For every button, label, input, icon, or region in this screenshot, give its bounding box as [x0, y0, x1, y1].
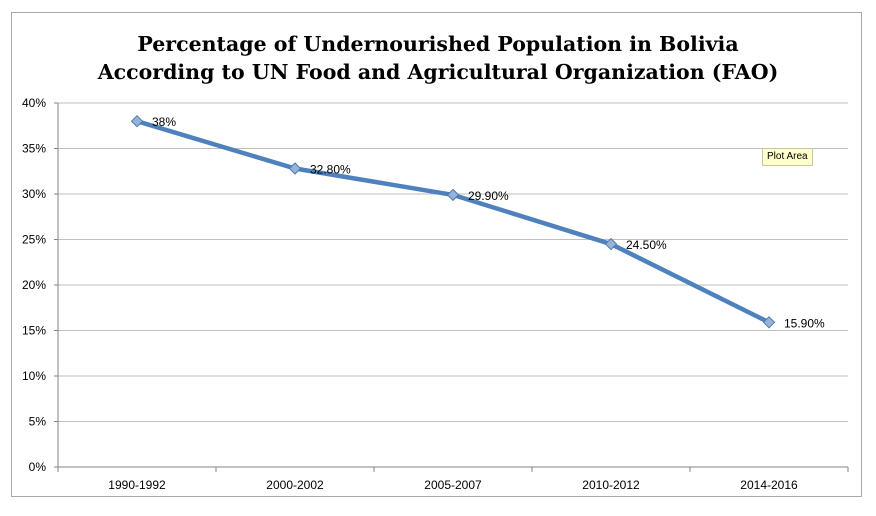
series-line-group [134, 118, 772, 325]
chart-title-line-1: Percentage of Undernourished Population … [137, 32, 739, 56]
data-point-marker [130, 114, 144, 128]
chart-title-line-2: According to UN Food and Agricultural Or… [97, 60, 779, 84]
y-tick-label: 5% [29, 415, 47, 429]
plot-area-tooltip: Plot Area [762, 148, 813, 166]
data-label: 24.50% [626, 238, 667, 252]
y-tick-label: 30% [22, 187, 46, 201]
y-tick-label: 40% [22, 96, 46, 110]
chart-area[interactable] [11, 12, 862, 497]
x-tick-label: 2005-2007 [424, 478, 482, 492]
data-label: 15.90% [784, 316, 825, 330]
data-point-marker [288, 162, 302, 175]
chart-title: Percentage of Undernourished Population … [0, 30, 876, 86]
data-label: 38% [152, 115, 176, 129]
y-tick-label: 20% [22, 278, 46, 292]
data-point-marker [446, 188, 460, 202]
x-axis-tick-labels: 1990-1992 2000-2002 2005-2007 2010-2012 2014… [108, 478, 798, 492]
data-point-marker [762, 316, 776, 329]
y-tick-label: 35% [22, 142, 46, 156]
y-axis-tick-labels: 0% 5% 10% 15% 20% 25% 30% 35% 40% [22, 96, 46, 474]
y-tick-label: 15% [22, 324, 46, 338]
gridlines [58, 102, 848, 422]
data-label: 32.80% [310, 163, 351, 177]
axes [54, 102, 849, 472]
x-tick-label: 2014-2016 [740, 478, 798, 492]
series-line [134, 118, 772, 325]
y-tick-label: 10% [22, 369, 46, 383]
y-tick-label: 0% [29, 460, 47, 474]
data-label: 29.90% [468, 189, 509, 203]
x-tick-label: 2000-2002 [266, 478, 324, 492]
y-tick-label: 25% [22, 233, 46, 247]
data-markers [130, 114, 776, 329]
data-labels: 38% 32.80% 29.90% 24.50% 15.90% [152, 115, 825, 330]
data-point-marker [604, 237, 618, 251]
x-tick-label: 2010-2012 [582, 478, 640, 492]
x-tick-label: 1990-1992 [108, 478, 166, 492]
